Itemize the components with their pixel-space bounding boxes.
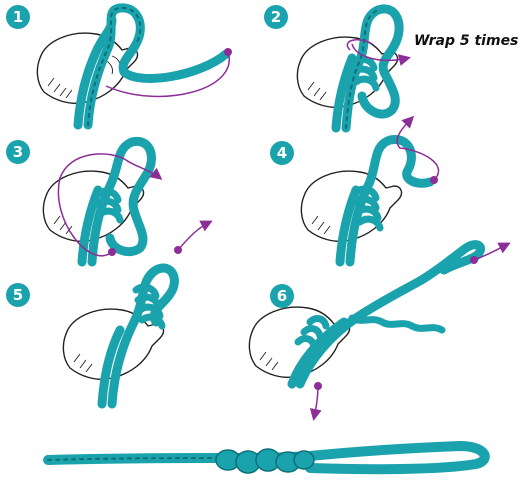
rope-strand bbox=[331, 4, 404, 133]
guide-arrow bbox=[346, 38, 411, 66]
step-4-number: 4 bbox=[277, 144, 287, 162]
step-6-panel: 6 bbox=[248, 240, 511, 421]
step-6-number: 6 bbox=[277, 287, 287, 305]
rope-strand bbox=[335, 135, 435, 267]
guide-arrow bbox=[174, 220, 213, 254]
step-1-panel: 1 bbox=[6, 3, 232, 130]
knot-coils bbox=[215, 448, 315, 474]
wrap-instruction-note: Wrap 5 times bbox=[414, 33, 518, 49]
step-5-number: 5 bbox=[13, 286, 23, 304]
finished-knot bbox=[43, 441, 490, 475]
step-5-badge: 5 bbox=[6, 283, 30, 307]
guide-arrow bbox=[105, 48, 232, 98]
rope-strand bbox=[97, 263, 179, 409]
step-1-number: 1 bbox=[13, 8, 23, 26]
guide-arrow bbox=[57, 153, 163, 257]
step-2-number: 2 bbox=[271, 8, 281, 26]
step-1-badge: 1 bbox=[6, 5, 30, 29]
step-2-badge: 2 bbox=[264, 5, 288, 29]
guide-arrow bbox=[396, 115, 440, 184]
step-3-number: 3 bbox=[13, 143, 23, 161]
step-3-badge: 3 bbox=[6, 140, 30, 164]
rope-strand bbox=[73, 3, 231, 130]
step-4-panel: 4 bbox=[270, 115, 440, 267]
step-2-panel: 2 Wrap 5 times bbox=[264, 4, 518, 133]
step-4-badge: 4 bbox=[270, 141, 294, 165]
rope-strand bbox=[77, 136, 156, 267]
guide-arrow bbox=[309, 242, 511, 421]
step-3-panel: 3 bbox=[6, 136, 163, 267]
step-5-panel: 5 bbox=[6, 220, 213, 409]
step-6-badge: 6 bbox=[270, 284, 294, 308]
